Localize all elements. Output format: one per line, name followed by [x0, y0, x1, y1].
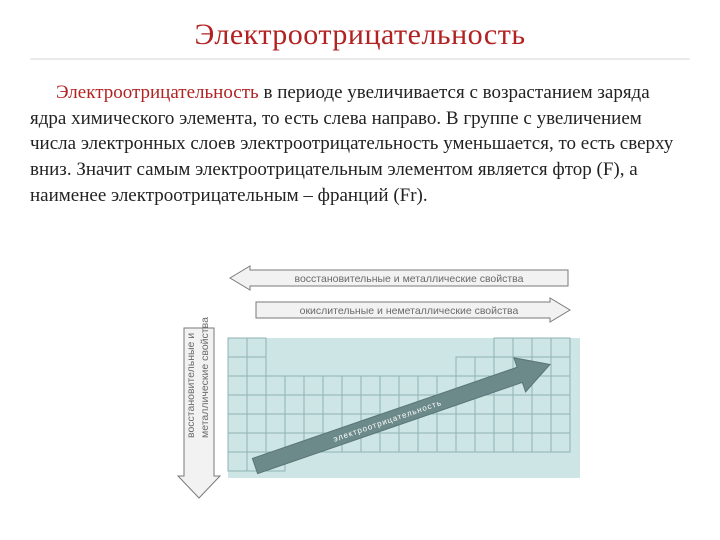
page-title: Электроотрицательность — [30, 18, 690, 52]
lead-word: Электроотрицательность — [56, 82, 259, 103]
title-container: Электроотрицательность — [30, 18, 690, 60]
left-arrow: восстановительные и металлические свойст… — [178, 317, 220, 498]
left-arrow-label-2: металлические свойства — [199, 317, 211, 438]
left-arrow-label-1: восстановительные и — [185, 333, 197, 438]
top-arrow-label: восстановительные и металлические свойст… — [295, 273, 524, 285]
periodic-trend-diagram: восстановительные и металлические свойст… — [160, 258, 590, 518]
second-arrow: окислительные и неметаллические свойства — [256, 298, 570, 322]
second-arrow-label: окислительные и неметаллические свойства — [300, 305, 519, 317]
body-paragraph: Электроотрицательность в периоде увеличи… — [30, 80, 690, 208]
top-arrow: восстановительные и металлические свойст… — [230, 266, 568, 290]
